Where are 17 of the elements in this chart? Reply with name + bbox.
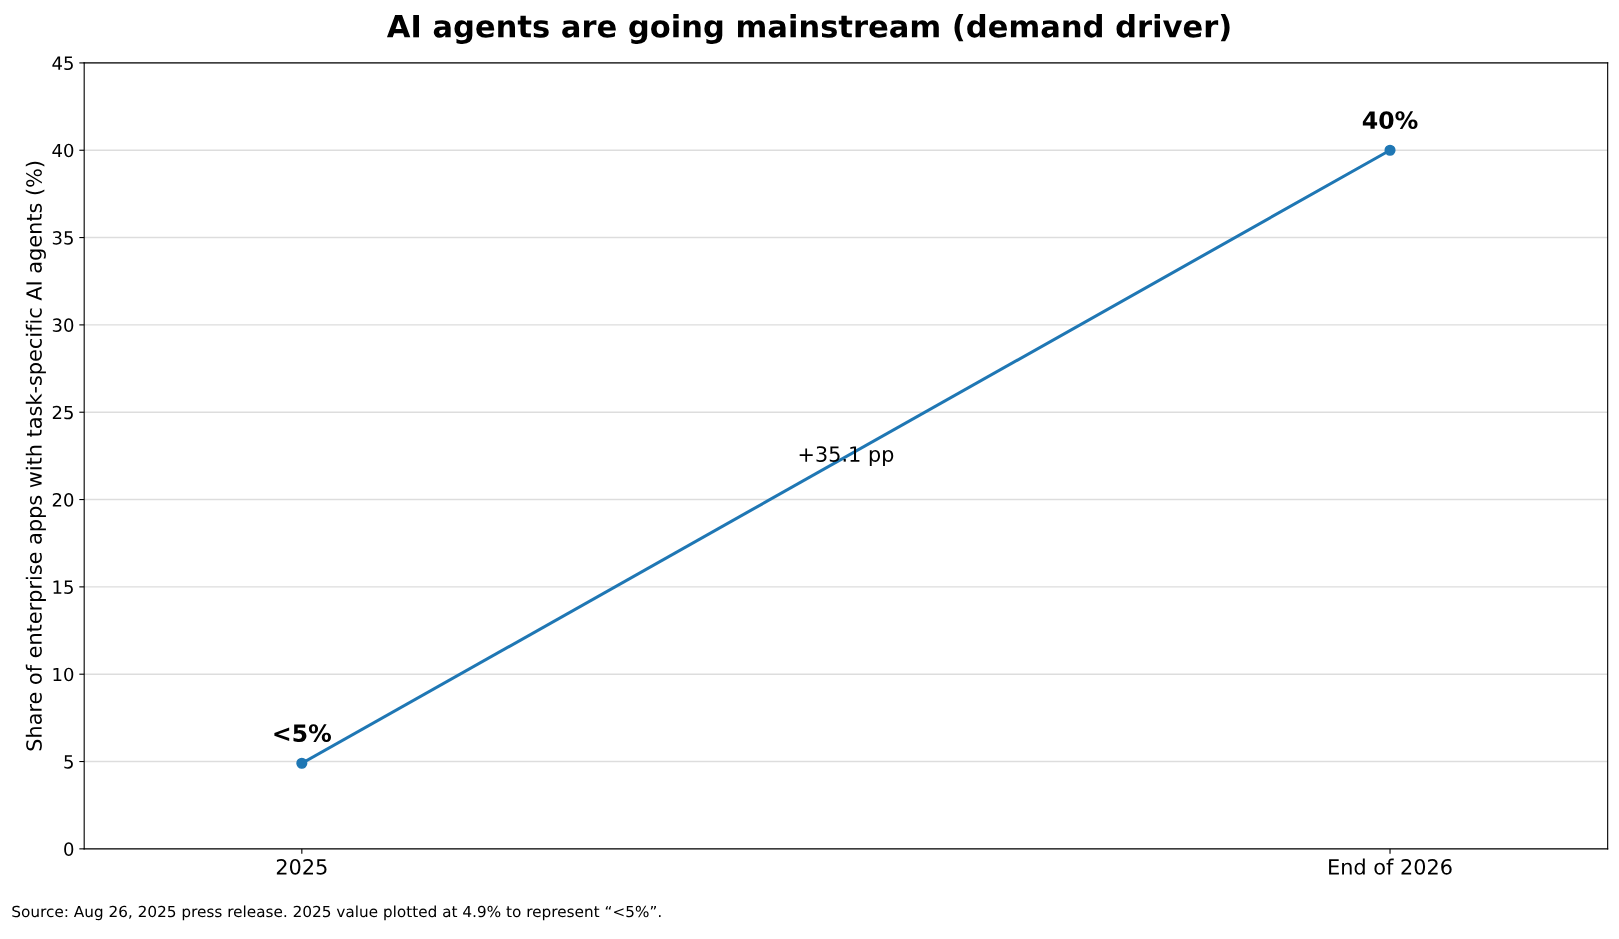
source-note: Source: Aug 26, 2025 press release. 2025 value plotted at 4.9% to represent “<5%”. — [12, 905, 661, 921]
y-tick-label: 5 — [64, 755, 73, 769]
y-tick-label: 25 — [52, 405, 73, 420]
y-tick-label: 0 — [64, 842, 74, 856]
y-tick-label: 20 — [52, 493, 74, 507]
y-tick-label: 45 — [52, 56, 73, 71]
y-tick-label: 35 — [52, 231, 73, 245]
chart-title: AI agents are going mainstream (demand driver) — [386, 14, 1230, 44]
y-tick-label: 10 — [53, 667, 74, 682]
y-tick-label: 30 — [52, 318, 74, 333]
y-axis-title: Share of enterprise apps with task-specific AI agents (%) — [25, 161, 46, 751]
data-label: <5% — [274, 724, 332, 743]
data-label: 40% — [1362, 111, 1418, 129]
y-tick-label: 15 — [53, 580, 73, 594]
y-tick-label: 40 — [52, 143, 74, 158]
x-tick-label: 2025 — [276, 858, 327, 875]
x-tick-label: End of 2026 — [1329, 858, 1452, 875]
